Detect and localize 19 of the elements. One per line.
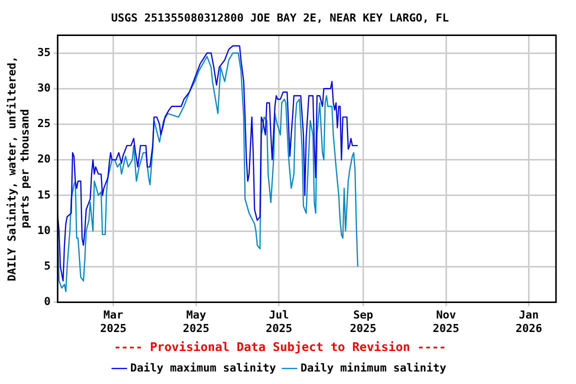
chart-title: USGS 251355080312800 JOE BAY 2E, NEAR KEY LARGO, FL	[111, 11, 450, 24]
text: ---- Provisional Data Subject to Revision ----	[114, 340, 446, 354]
y-tick-label: 0	[44, 295, 51, 308]
y-tick-label: 20	[37, 152, 51, 166]
y-tick-label: 35	[37, 46, 51, 59]
x-tick-label: Mar 2025	[100, 308, 127, 335]
y-tick-label: 5	[44, 259, 51, 272]
y-tick-label: 30	[37, 81, 51, 94]
y-tick-label: 25	[37, 117, 51, 130]
legend-label: Daily minimum salinity	[300, 361, 447, 374]
y-tick-label: 15	[37, 188, 51, 202]
x-tick-label: Jul 2025	[266, 308, 292, 335]
x-tick-label: Jan 2026	[516, 308, 542, 335]
legend-label: Daily maximum salinity	[130, 361, 276, 374]
x-tick-label: Sep 2025	[350, 308, 376, 335]
y-tick-label: 10	[37, 224, 51, 237]
y-axis-title: DAILY Salinity, water, unfiltered, parts per thousand	[5, 56, 32, 282]
x-tick-label: Nov 2025	[432, 308, 460, 335]
x-tick-label: May 2025	[182, 308, 210, 335]
